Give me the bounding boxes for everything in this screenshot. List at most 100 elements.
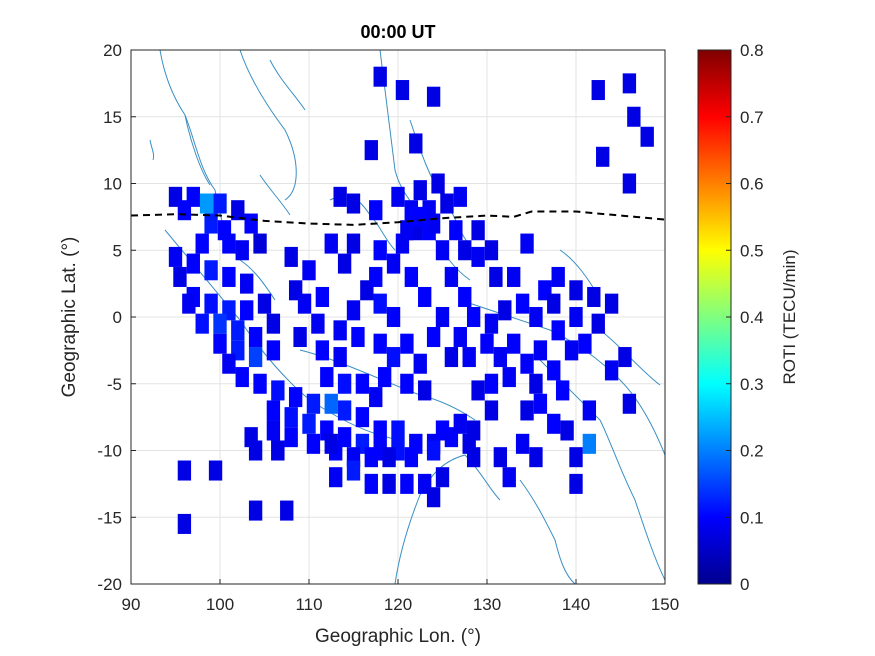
roti-cell bbox=[253, 233, 267, 254]
y-tick-label: 15 bbox=[103, 108, 122, 127]
roti-cell bbox=[493, 447, 508, 468]
roti-cell bbox=[551, 266, 565, 287]
roti-cell bbox=[547, 413, 561, 434]
roti-cell bbox=[195, 233, 209, 254]
roti-cell bbox=[604, 360, 619, 381]
roti-cell bbox=[400, 333, 414, 354]
roti-cell bbox=[453, 186, 467, 207]
roti-cell bbox=[271, 440, 285, 461]
colorbar-ticks bbox=[726, 49, 731, 585]
roti-cell bbox=[426, 440, 441, 461]
roti-cell bbox=[369, 200, 383, 221]
roti-cell bbox=[266, 400, 281, 421]
roti-cell bbox=[386, 306, 401, 328]
roti-cell bbox=[240, 273, 254, 294]
roti-cell bbox=[337, 373, 352, 394]
roti-cell bbox=[529, 373, 543, 394]
roti-cell bbox=[529, 447, 543, 468]
roti-cell bbox=[493, 347, 508, 368]
roti-cell bbox=[306, 393, 321, 414]
roti-cell bbox=[204, 260, 218, 281]
roti-cell bbox=[182, 293, 196, 314]
roti-cell bbox=[440, 193, 454, 214]
roti-cell bbox=[248, 440, 263, 461]
roti-cell bbox=[337, 400, 352, 421]
roti-cell bbox=[195, 313, 209, 334]
roti-cell bbox=[355, 373, 370, 394]
roti-cell bbox=[484, 313, 499, 334]
roti-cell bbox=[248, 327, 263, 348]
roti-cell bbox=[520, 400, 534, 421]
x-tick-label: 110 bbox=[295, 595, 322, 614]
roti-cell bbox=[266, 420, 281, 441]
roti-cell bbox=[373, 293, 387, 314]
roti-cell bbox=[302, 413, 316, 434]
roti-cell bbox=[382, 447, 396, 468]
roti-cell bbox=[355, 407, 370, 428]
roti-cell bbox=[284, 407, 298, 428]
roti-cell bbox=[386, 347, 401, 368]
roti-cell bbox=[346, 300, 361, 321]
roti-cell bbox=[351, 327, 365, 348]
roti-cell bbox=[426, 487, 441, 508]
roti-cell bbox=[618, 347, 632, 368]
roti-cell bbox=[320, 367, 334, 388]
y-tick-label: -10 bbox=[97, 442, 122, 461]
roti-cell bbox=[284, 427, 298, 448]
roti-cell bbox=[569, 473, 583, 494]
roti-cell bbox=[395, 80, 410, 101]
roti-cell bbox=[177, 200, 192, 221]
roti-cell bbox=[471, 246, 485, 267]
roti-cell bbox=[240, 300, 254, 321]
roti-cell bbox=[435, 467, 450, 488]
roti-cell bbox=[391, 420, 405, 441]
colorbar-tick-label: 0.4 bbox=[740, 308, 764, 327]
roti-cell bbox=[364, 473, 378, 494]
roti-cell bbox=[177, 460, 192, 481]
x-tick-label: 150 bbox=[651, 595, 679, 614]
roti-cell bbox=[346, 460, 361, 481]
roti-cell bbox=[266, 340, 281, 361]
roti-cell bbox=[502, 367, 516, 388]
roti-cell bbox=[208, 460, 223, 481]
roti-cell bbox=[484, 400, 499, 421]
roti-cell bbox=[466, 420, 481, 441]
roti-cell bbox=[386, 253, 401, 274]
roti-cell bbox=[458, 240, 472, 261]
y-tick-label: -15 bbox=[97, 508, 122, 527]
roti-cell bbox=[591, 313, 605, 334]
roti-cell bbox=[204, 293, 218, 314]
x-tick-label: 130 bbox=[473, 595, 501, 614]
roti-cell bbox=[515, 293, 530, 314]
x-axis-label: Geographic Lon. (°) bbox=[315, 626, 481, 647]
roti-cell bbox=[306, 433, 321, 454]
roti-cell bbox=[315, 340, 330, 361]
roti-cell bbox=[199, 193, 214, 214]
y-tick-label: 0 bbox=[113, 308, 122, 327]
roti-cell bbox=[622, 393, 637, 414]
roti-cell bbox=[324, 433, 338, 454]
colorbar-label: ROTI (TECU/min) bbox=[780, 249, 799, 384]
colorbar-tick-label: 0.8 bbox=[740, 41, 764, 60]
roti-cell bbox=[302, 260, 316, 281]
roti-cell bbox=[400, 373, 414, 394]
roti-cell bbox=[409, 133, 423, 154]
roti-cell bbox=[551, 320, 565, 341]
roti-cell bbox=[560, 420, 574, 441]
roti-cell bbox=[373, 333, 387, 354]
colorbar-tick-label: 0.3 bbox=[740, 375, 764, 394]
roti-cell bbox=[489, 266, 503, 287]
roti-cells bbox=[168, 66, 654, 534]
magnetic-equator-line bbox=[131, 210, 665, 226]
roti-cell bbox=[466, 306, 481, 328]
y-tick-label: 10 bbox=[103, 175, 122, 194]
roti-cell bbox=[222, 266, 236, 287]
x-tick-label: 140 bbox=[562, 595, 590, 614]
roti-cell bbox=[569, 447, 583, 468]
roti-cell bbox=[373, 240, 387, 261]
roti-cell bbox=[324, 233, 338, 254]
roti-cell bbox=[369, 266, 383, 287]
chart-title: 00:00 UT bbox=[360, 22, 435, 42]
roti-cell bbox=[458, 286, 472, 307]
